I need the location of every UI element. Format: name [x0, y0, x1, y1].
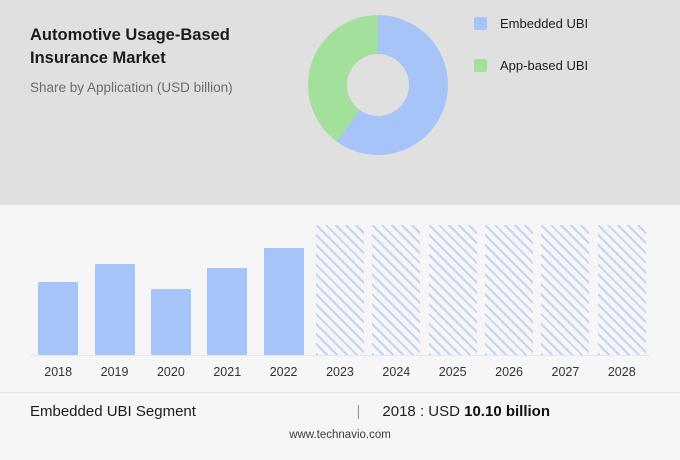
bar-2019 — [94, 264, 135, 355]
x-axis-label-2024: 2024 — [382, 365, 411, 379]
separator: | — [356, 403, 361, 420]
forecast-hatch-2023 — [315, 225, 364, 355]
bar-slot-2028 — [594, 225, 650, 355]
stat-text: 2018 : USD 10.10 billion — [382, 403, 550, 420]
forecast-hatch-2026 — [485, 225, 534, 355]
x-axis-label-2027: 2027 — [551, 365, 580, 379]
x-axis-label-2021: 2021 — [213, 365, 242, 379]
website-url: www.technavio.com — [289, 429, 391, 441]
footer-stat: | 2018 : USD 10.10 billion — [357, 403, 551, 420]
x-axis-label-2028: 2028 — [607, 365, 636, 379]
bar-chart-section: 2018 2019 2020 2021 2022 2023 2024 2025 2026 2027… — [0, 225, 680, 460]
forecast-hatch-2025 — [428, 225, 477, 355]
page-title: Automotive Usage-Based Insurance Market — [30, 26, 230, 68]
x-axis-label-2019: 2019 — [100, 365, 129, 379]
bar-2018 — [38, 282, 79, 355]
stat-prefix: 2018 : USD — [382, 403, 460, 420]
legend-label: App-based UBI — [500, 58, 589, 73]
chart-header: Automotive Usage-Based Insurance Market … — [30, 24, 245, 95]
footer: Embedded UBI Segment | 2018 : USD 10.10 … — [0, 392, 680, 420]
donut-hole — [347, 54, 409, 116]
x-axis-label-2022: 2022 — [269, 365, 298, 379]
legend: Embedded UBI App-based UBI — [474, 16, 588, 100]
segment-label: Embedded UBI Segment — [30, 403, 196, 420]
bar-slot-2019 — [86, 225, 142, 355]
x-axis-label-2023: 2023 — [326, 365, 354, 379]
x-axis-label-2026: 2026 — [495, 365, 523, 379]
forecast-hatch-2024 — [372, 225, 421, 355]
bar-slot-2022 — [255, 225, 311, 355]
x-axis-label-2018: 2018 — [44, 365, 73, 379]
bar-2021 — [207, 267, 248, 355]
bar-slot-2021 — [199, 225, 255, 355]
bar-plot — [30, 225, 650, 356]
legend-swatch — [474, 59, 487, 72]
forecast-hatch-2027 — [541, 225, 590, 355]
bar-slot-2023 — [312, 225, 368, 355]
legend-item-embedded: Embedded UBI — [474, 16, 588, 31]
legend-label: Embedded UBI — [500, 16, 589, 31]
x-axis-label-2025: 2025 — [438, 365, 467, 379]
header-section: Automotive Usage-Based Insurance Market … — [0, 0, 680, 205]
bar-2020 — [150, 288, 191, 355]
legend-swatch — [474, 17, 487, 30]
bar-slot-2018 — [30, 225, 86, 355]
page-subtitle: Share by Application (USD billion) — [30, 80, 233, 96]
bar-slot-2020 — [143, 225, 199, 355]
bar-slot-2027 — [537, 225, 593, 355]
bar-slot-2024 — [368, 225, 424, 355]
bar-slot-2025 — [425, 225, 481, 355]
bar-2022 — [263, 248, 304, 355]
legend-item-app-based: App-based UBI — [474, 58, 588, 73]
forecast-hatch-2028 — [597, 225, 646, 355]
x-axis-label-2020: 2020 — [156, 365, 185, 379]
bar-slot-2026 — [481, 225, 537, 355]
donut-chart — [308, 15, 448, 155]
stat-value: 10.10 billion — [464, 403, 550, 420]
x-axis-labels: 2018 2019 2020 2021 2022 2023 2024 2025 2026 2027… — [30, 365, 650, 379]
